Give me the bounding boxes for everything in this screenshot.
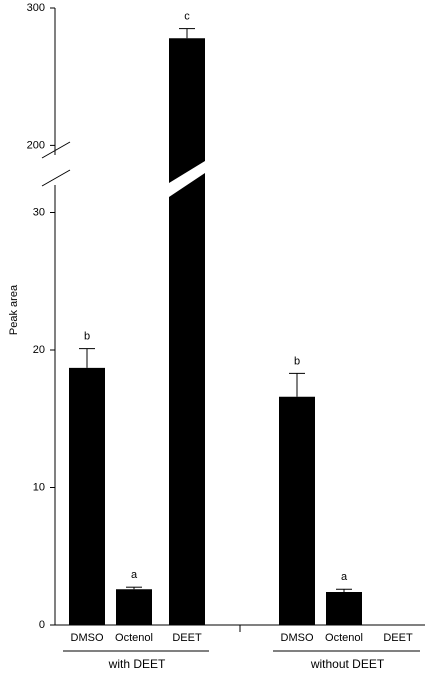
y-tick-label: 300: [27, 2, 45, 14]
significance-letter: a: [341, 571, 348, 583]
bar: [69, 367, 105, 625]
x-tick-label: Octenol: [325, 632, 363, 644]
significance-letter: a: [131, 569, 138, 581]
bar: [326, 592, 362, 625]
y-tick-label: 200: [27, 139, 45, 151]
bar: [116, 589, 152, 625]
axis-break: [41, 141, 71, 159]
x-tick-label: DEET: [172, 632, 202, 644]
y-tick-label: 0: [39, 619, 45, 631]
significance-letter: b: [294, 355, 300, 367]
y-tick-label: 30: [33, 206, 45, 218]
axis-break: [41, 169, 71, 187]
bar: [279, 396, 315, 625]
x-tick-label: Octenol: [115, 632, 153, 644]
group-label: with DEET: [108, 657, 166, 671]
group-label: without DEET: [310, 657, 385, 671]
bar-upper: [169, 38, 205, 183]
significance-letter: b: [84, 331, 90, 343]
y-tick-label: 20: [33, 344, 45, 356]
x-tick-label: DMSO: [71, 632, 104, 644]
x-tick-label: DEET: [383, 632, 413, 644]
significance-letter: c: [184, 11, 190, 23]
y-axis-label: Peak area: [8, 284, 20, 335]
x-tick-label: DMSO: [281, 632, 314, 644]
y-tick-label: 10: [33, 481, 45, 493]
bar-lower: [169, 173, 205, 625]
